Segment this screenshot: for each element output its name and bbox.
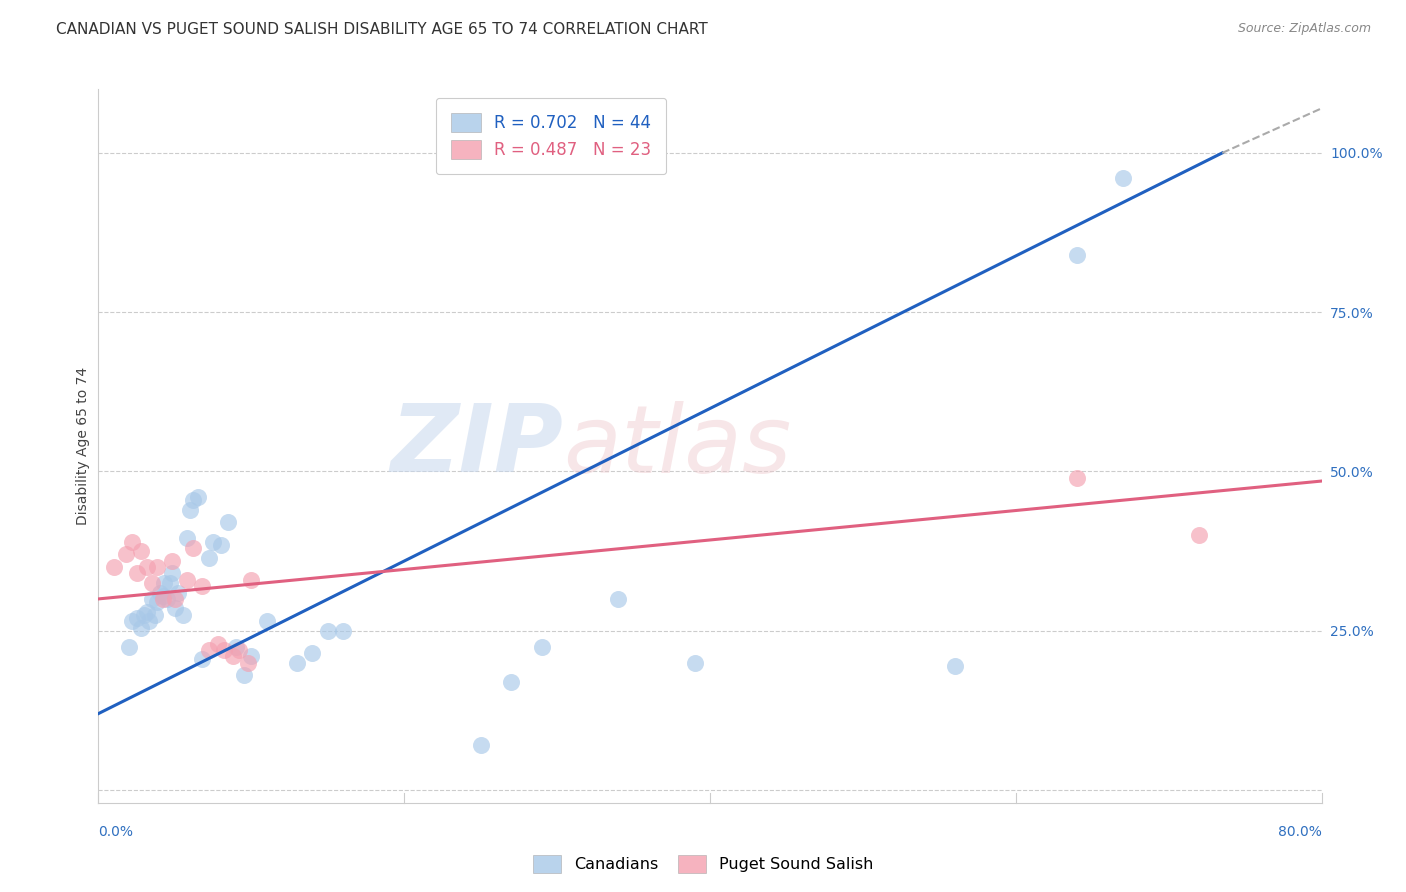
Point: [607, 591, 630, 606]
Point: [129, 544, 152, 558]
Point: [1188, 528, 1211, 542]
Point: [152, 591, 174, 606]
Point: [125, 566, 148, 581]
Point: [228, 643, 250, 657]
Point: [134, 607, 156, 622]
Point: [225, 640, 247, 654]
Point: [197, 550, 219, 565]
Legend: Canadians, Puget Sound Salish: Canadians, Puget Sound Salish: [526, 848, 880, 880]
Text: atlas: atlas: [564, 401, 792, 491]
Text: CANADIAN VS PUGET SOUND SALISH DISABILITY AGE 65 TO 74 CORRELATION CHART: CANADIAN VS PUGET SOUND SALISH DISABILIT…: [56, 22, 709, 37]
Point: [207, 636, 229, 650]
Point: [181, 493, 204, 508]
Point: [163, 601, 186, 615]
Point: [530, 640, 553, 654]
Point: [149, 585, 172, 599]
Point: [152, 589, 174, 603]
Point: [172, 607, 194, 622]
Point: [191, 652, 214, 666]
Point: [217, 516, 239, 530]
Point: [240, 573, 263, 587]
Point: [121, 614, 143, 628]
Point: [1066, 471, 1088, 485]
Point: [176, 532, 198, 546]
Point: [191, 579, 214, 593]
Point: [209, 538, 232, 552]
Point: [1066, 248, 1088, 262]
Point: [163, 591, 186, 606]
Point: [332, 624, 354, 638]
Point: [197, 643, 219, 657]
Point: [238, 656, 260, 670]
Legend: R = 0.702   N = 44, R = 0.487   N = 23: R = 0.702 N = 44, R = 0.487 N = 23: [436, 97, 666, 174]
Point: [179, 502, 201, 516]
Point: [153, 576, 176, 591]
Point: [159, 576, 181, 591]
Point: [316, 624, 339, 638]
Point: [683, 656, 706, 670]
Point: [240, 649, 263, 664]
Point: [143, 607, 166, 622]
Point: [136, 560, 159, 574]
Point: [103, 560, 125, 574]
Point: [118, 640, 141, 654]
Point: [222, 649, 245, 664]
Text: Source: ZipAtlas.com: Source: ZipAtlas.com: [1237, 22, 1371, 36]
Point: [160, 566, 183, 581]
Point: [145, 560, 167, 574]
Point: [181, 541, 204, 555]
Point: [115, 547, 138, 561]
Point: [125, 611, 148, 625]
Point: [129, 621, 152, 635]
Text: 80.0%: 80.0%: [1278, 825, 1322, 839]
Point: [501, 674, 523, 689]
Point: [212, 643, 235, 657]
Point: [160, 554, 183, 568]
Point: [232, 668, 254, 682]
Point: [141, 576, 163, 591]
Point: [176, 573, 198, 587]
Text: ZIP: ZIP: [391, 400, 564, 492]
Point: [285, 656, 308, 670]
Point: [167, 585, 190, 599]
Point: [943, 658, 966, 673]
Point: [145, 595, 167, 609]
Point: [156, 591, 179, 606]
Point: [202, 534, 225, 549]
Y-axis label: Disability Age 65 to 74: Disability Age 65 to 74: [76, 367, 90, 525]
Point: [301, 646, 323, 660]
Point: [121, 534, 143, 549]
Point: [138, 614, 160, 628]
Point: [470, 739, 492, 753]
Point: [256, 614, 278, 628]
Text: 0.0%: 0.0%: [98, 825, 134, 839]
Point: [141, 591, 163, 606]
Point: [136, 605, 159, 619]
Point: [1112, 171, 1135, 186]
Point: [187, 490, 209, 504]
